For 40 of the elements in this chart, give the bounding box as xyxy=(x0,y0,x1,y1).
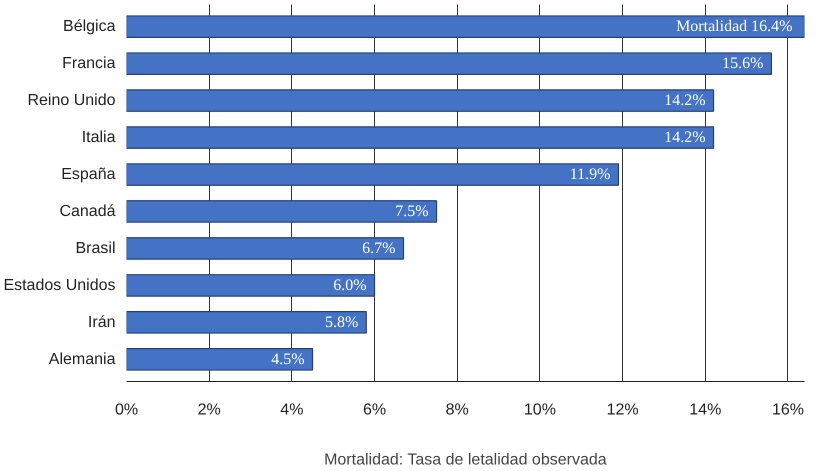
y-tick-label: Brasil xyxy=(75,240,116,257)
y-tick-label: Bélgica xyxy=(63,18,116,36)
x-tick-label: 12% xyxy=(606,402,639,418)
bar xyxy=(126,163,620,186)
bar xyxy=(126,52,772,75)
bar xyxy=(126,237,404,260)
bar xyxy=(126,126,714,149)
bar xyxy=(126,89,714,112)
y-tick-label: Italia xyxy=(82,129,116,146)
data-label: 14.2% xyxy=(664,129,706,146)
x-tick-label: 6% xyxy=(362,402,386,418)
x-tick-label: 14% xyxy=(689,402,722,418)
y-tick-label: Reino Unido xyxy=(27,92,116,110)
data-label: 11.9% xyxy=(570,166,610,184)
y-tick-label: Irán xyxy=(88,314,116,331)
data-label: 6.7% xyxy=(362,240,396,257)
data-label: 4.5% xyxy=(271,350,305,368)
data-label: 7.5% xyxy=(395,202,429,220)
data-label: 14.2% xyxy=(664,92,706,110)
x-tick-label: 0% xyxy=(114,402,138,418)
bar xyxy=(126,311,367,334)
x-axis-title: Mortalidad: Tasa de letalidad observada xyxy=(324,452,607,468)
y-tick-label: Alemania xyxy=(48,350,116,368)
bar xyxy=(126,348,314,371)
data-label: Mortalidad 16.4% xyxy=(676,18,792,36)
y-tick-label: Estados Unidos xyxy=(3,276,116,294)
bar xyxy=(126,200,438,223)
bar xyxy=(126,15,804,38)
data-label: 15.6% xyxy=(722,55,764,72)
bar xyxy=(126,274,376,297)
x-tick-label: 10% xyxy=(524,402,556,418)
y-tick-label: Francia xyxy=(62,55,116,72)
y-tick-label: España xyxy=(61,166,116,184)
x-tick-label: 16% xyxy=(772,402,804,418)
x-tick-label: 2% xyxy=(198,402,221,418)
x-tick-label: 8% xyxy=(446,402,469,418)
y-tick-label: Canadá xyxy=(59,202,116,220)
data-label: 5.8% xyxy=(324,314,358,331)
data-label: 6.0% xyxy=(333,276,367,294)
x-tick-label: 4% xyxy=(280,402,304,418)
